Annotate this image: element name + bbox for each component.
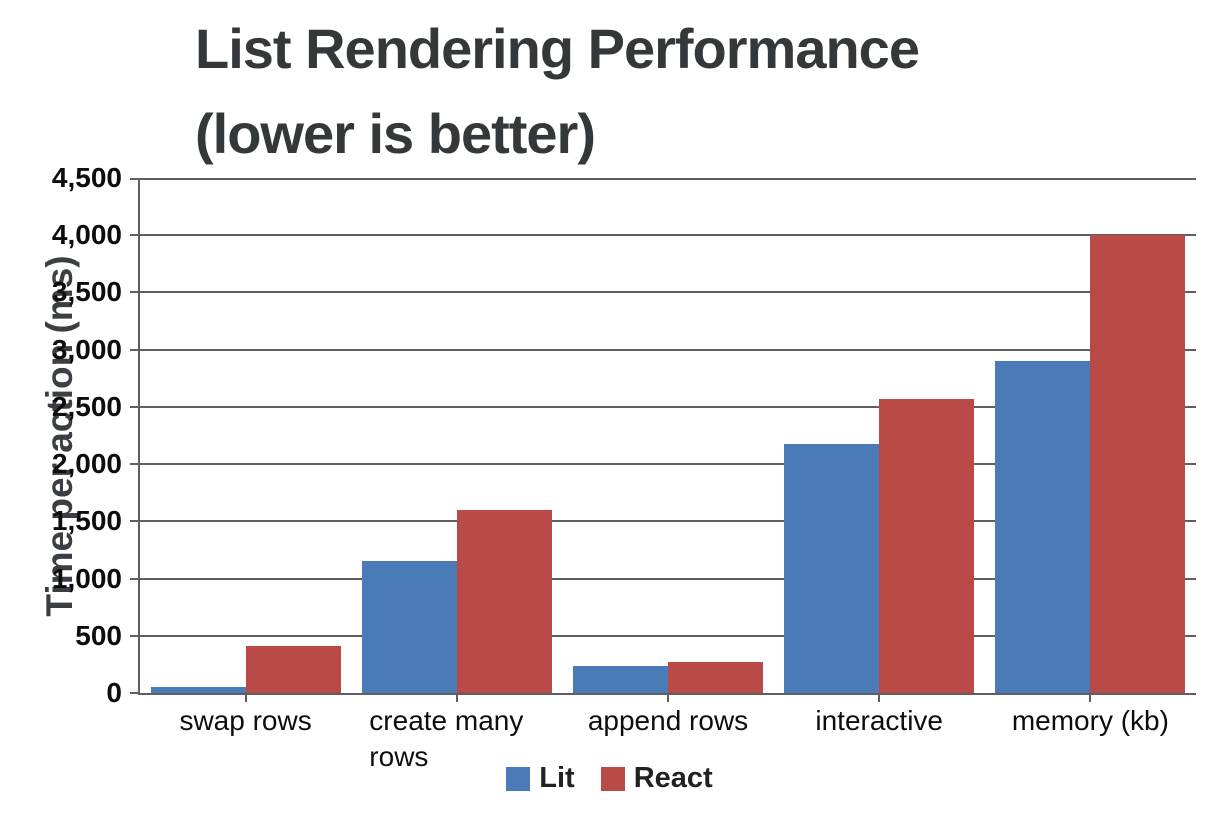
y-axis-tick (130, 291, 138, 294)
legend-swatch-lit (506, 766, 531, 791)
bar-lit-1 (361, 561, 457, 693)
bar-lit-4 (995, 361, 1091, 693)
y-axis-tick (130, 178, 138, 180)
y-axis-line (138, 178, 140, 693)
gridline (140, 463, 1196, 466)
gridline (140, 577, 1196, 580)
x-axis-tick (244, 695, 247, 702)
x-axis-tick (455, 695, 458, 702)
y-axis-tick (130, 463, 138, 466)
legend-item-lit: Lit (506, 762, 575, 795)
bar-react-2 (668, 661, 763, 693)
gridline (140, 520, 1196, 523)
y-tick-label: 3,500 (51, 276, 122, 308)
y-axis-tick (130, 692, 138, 694)
legend: Lit React (0, 762, 1219, 795)
legend-item-react: React (600, 762, 713, 795)
x-axis-line (138, 693, 1196, 695)
bar-lit-2 (573, 665, 668, 693)
x-axis-tick (1089, 695, 1092, 702)
bar-react-1 (456, 509, 552, 693)
y-axis-tick (130, 348, 138, 351)
gridline (140, 405, 1196, 408)
bar-react-4 (1090, 235, 1186, 693)
y-axis-tick (130, 405, 138, 408)
chart-title: List Rendering Performance (lower is bet… (195, 6, 920, 176)
gridline (140, 178, 1196, 180)
y-tick-label: 1,500 (51, 505, 122, 537)
legend-swatch-react (600, 766, 625, 791)
y-tick-label: 4,500 (51, 162, 122, 193)
legend-label: React (633, 762, 713, 794)
y-tick-label: 0 (106, 677, 122, 708)
category-label: memory (kb) (1011, 705, 1169, 736)
category-label: create many rows (369, 705, 524, 772)
legend-label: Lit (539, 762, 575, 794)
y-tick-label: 1,000 (51, 562, 122, 594)
y-tick-label: 2,000 (51, 448, 122, 480)
x-axis-tick (667, 695, 669, 702)
chart-title-line2: (lower is better) (195, 102, 596, 165)
bar-react-3 (879, 398, 975, 693)
gridline (140, 291, 1196, 294)
x-axis-tick (878, 695, 881, 702)
gridline (140, 234, 1196, 237)
y-axis-tick (130, 520, 138, 523)
bar-react-0 (245, 646, 341, 693)
category-label: swap rows (179, 705, 312, 736)
y-axis-tick (130, 234, 138, 237)
y-tick-label: 3,000 (51, 333, 122, 365)
gridline (140, 634, 1196, 637)
y-axis-tick (130, 577, 138, 580)
y-tick-label: 4,000 (51, 219, 122, 251)
bar-lit-0 (150, 687, 246, 693)
category-label: append rows (587, 705, 749, 736)
y-axis-tick (130, 634, 138, 637)
chart-title-line1: List Rendering Performance (195, 17, 920, 80)
plot-area (130, 178, 1196, 695)
category-label: interactive (815, 705, 943, 736)
y-tick-label: 2,500 (51, 390, 122, 422)
y-tick-label: 500 (75, 619, 122, 651)
gridline (140, 348, 1196, 351)
bar-lit-3 (784, 443, 880, 693)
